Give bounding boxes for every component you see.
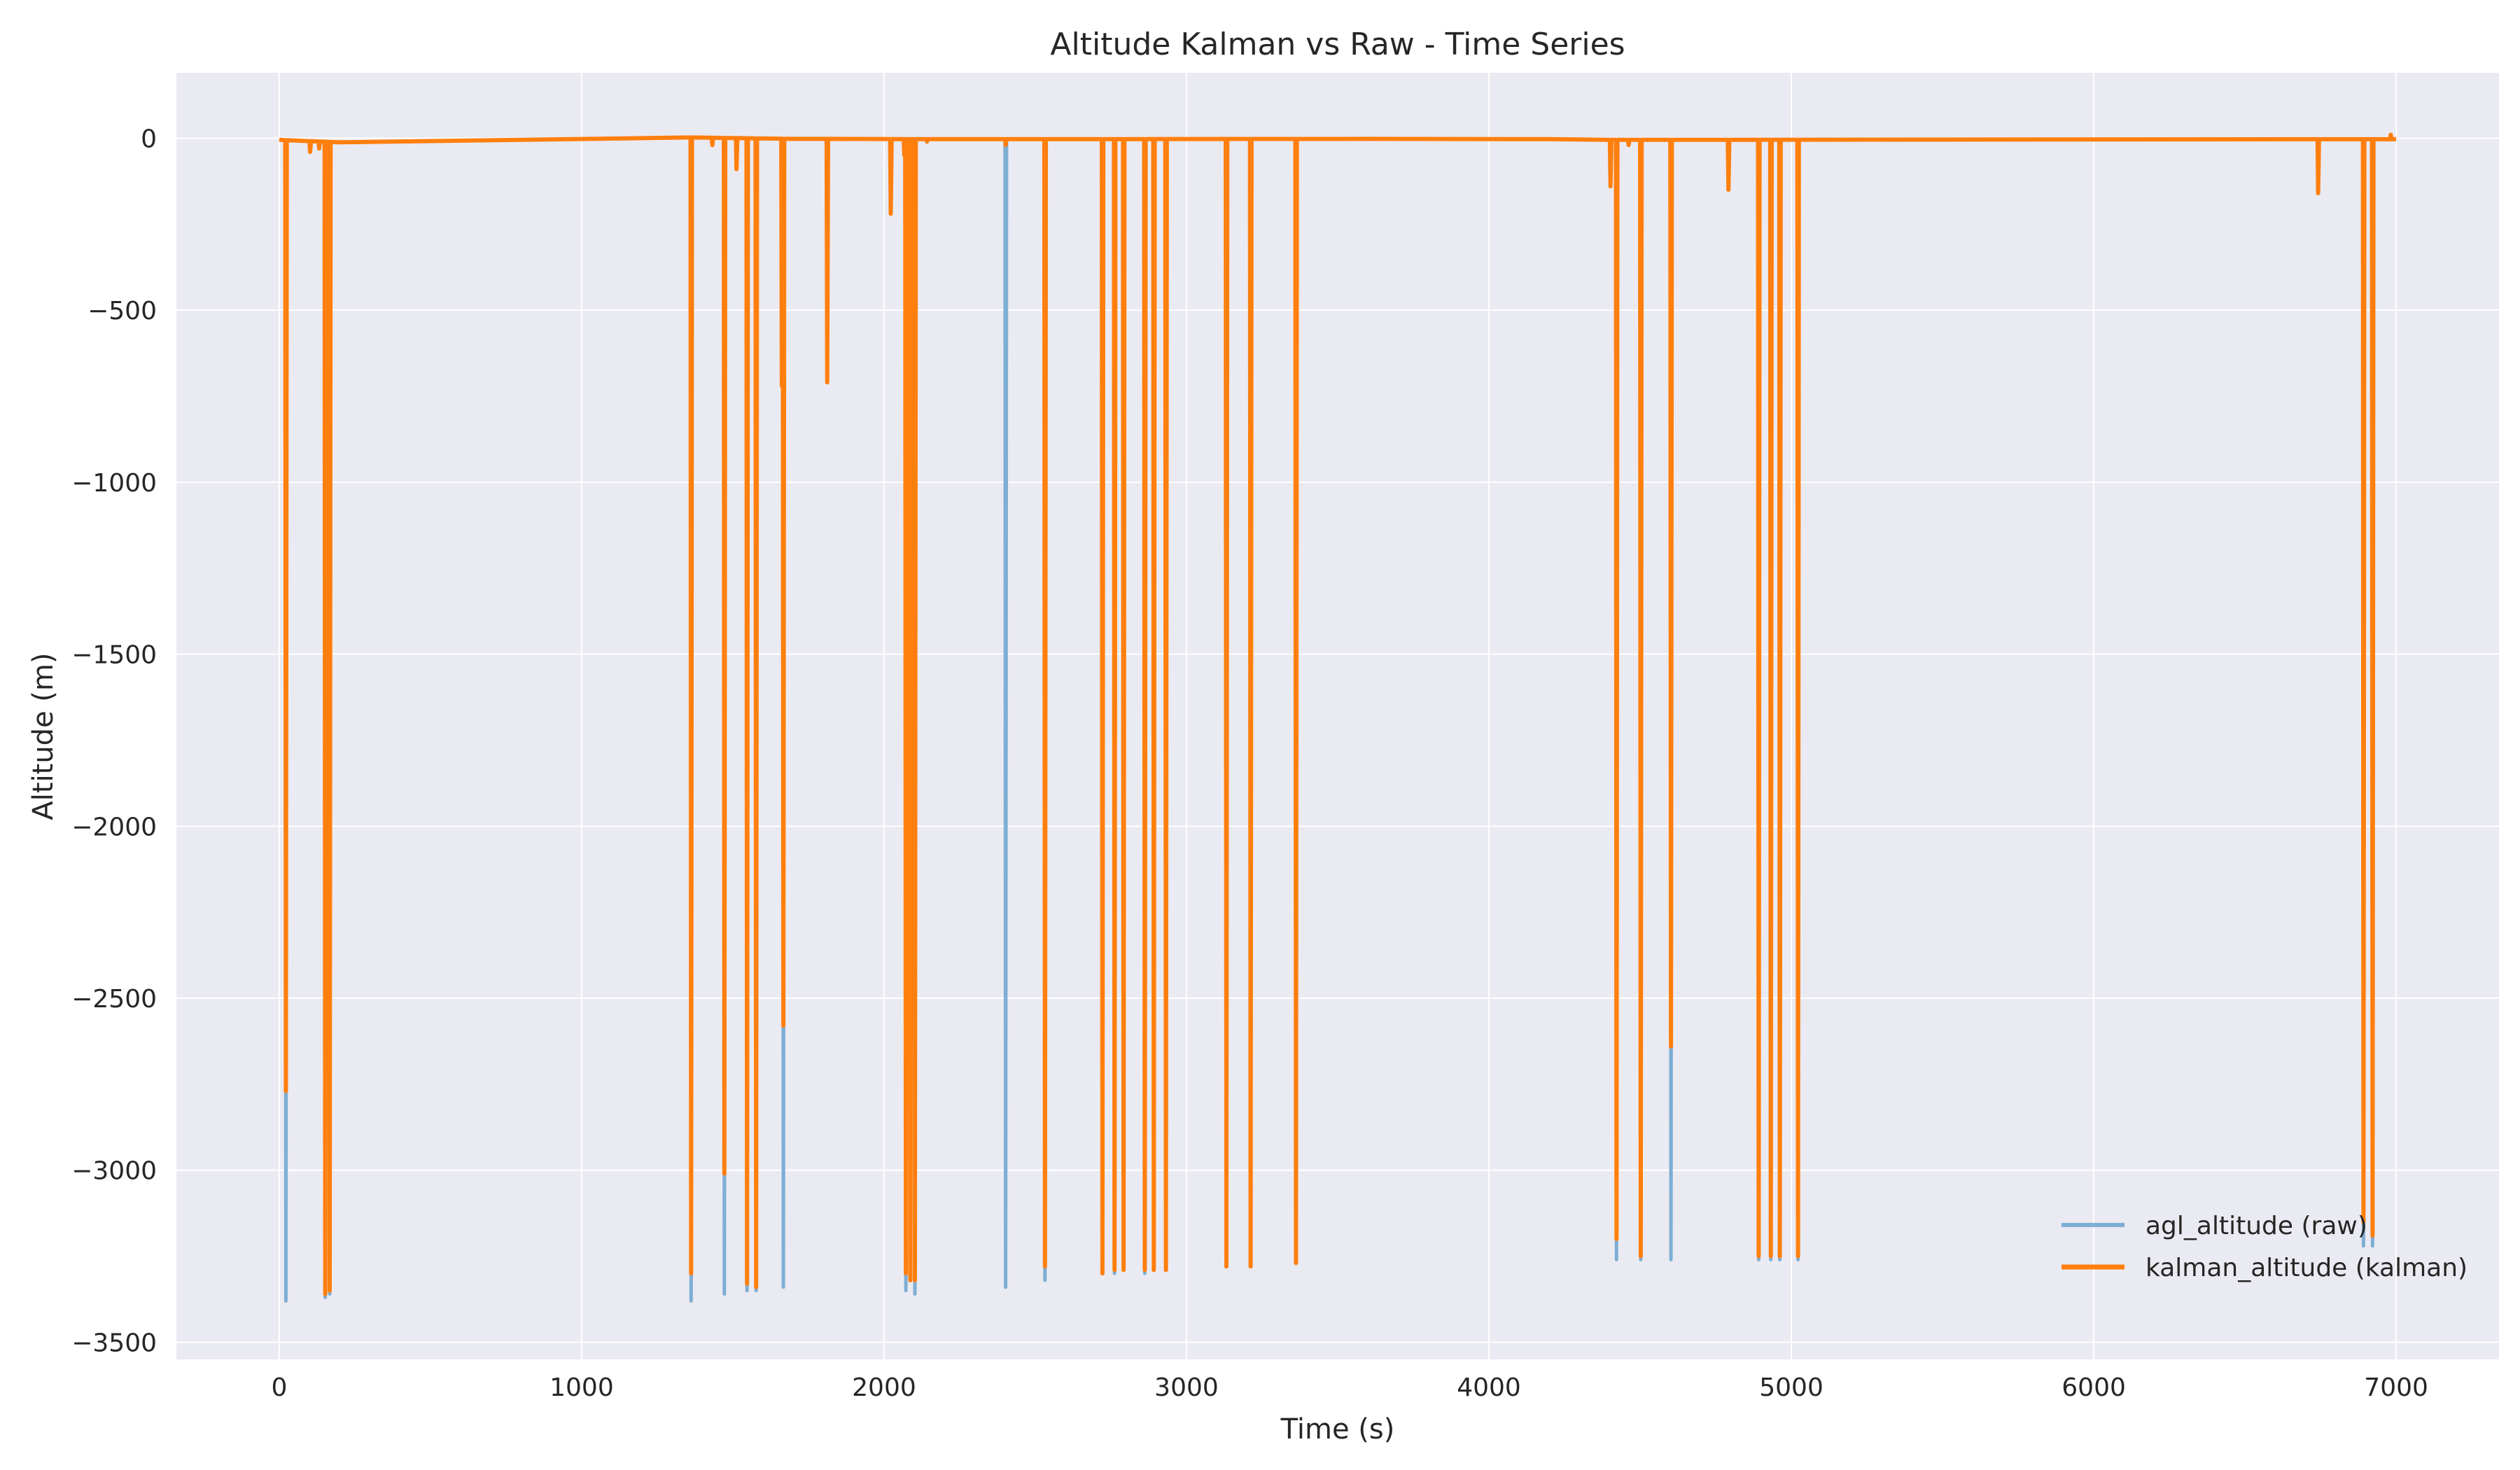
x-tick-label: 5000 [1759, 1373, 1823, 1402]
y-tick-label: 0 [141, 125, 157, 153]
x-tick-label: 1000 [550, 1373, 614, 1402]
x-tick-label: 3000 [1154, 1373, 1219, 1402]
plot-background [176, 73, 2499, 1359]
chart-title: Altitude Kalman vs Raw - Time Series [1050, 27, 1625, 62]
legend: agl_altitude (raw) kalman_altitude (kalma… [2062, 1212, 2468, 1282]
grid [176, 73, 2499, 1359]
x-tick-label: 0 [271, 1373, 287, 1402]
y-tick-label: −1000 [71, 469, 157, 498]
y-tick-label: −2000 [71, 813, 157, 841]
y-tick-label: −3500 [71, 1329, 157, 1357]
y-tick-label: −2500 [71, 985, 157, 1014]
x-tick-labels: 0 1000 2000 3000 4000 5000 6000 7000 [271, 1373, 2428, 1402]
legend-label-raw: agl_altitude (raw) [2146, 1212, 2367, 1240]
x-tick-label: 7000 [2364, 1373, 2428, 1402]
x-tick-label: 2000 [852, 1373, 916, 1402]
y-tick-label: −500 [88, 297, 157, 326]
series-layer [279, 132, 2397, 1303]
series-line-kalman [279, 132, 2397, 1296]
x-tick-label: 4000 [1457, 1373, 1521, 1402]
y-tick-labels: 0 −500 −1000 −1500 −2000 −2500 −3000 −3500 [71, 125, 157, 1357]
y-tick-label: −3000 [71, 1157, 157, 1186]
x-tick-label: 6000 [2062, 1373, 2126, 1402]
y-tick-label: −1500 [71, 641, 157, 670]
y-axis-label: Altitude (m) [27, 652, 59, 820]
x-axis-label: Time (s) [1280, 1413, 1395, 1446]
legend-label-kalman: kalman_altitude (kalman) [2146, 1254, 2468, 1282]
